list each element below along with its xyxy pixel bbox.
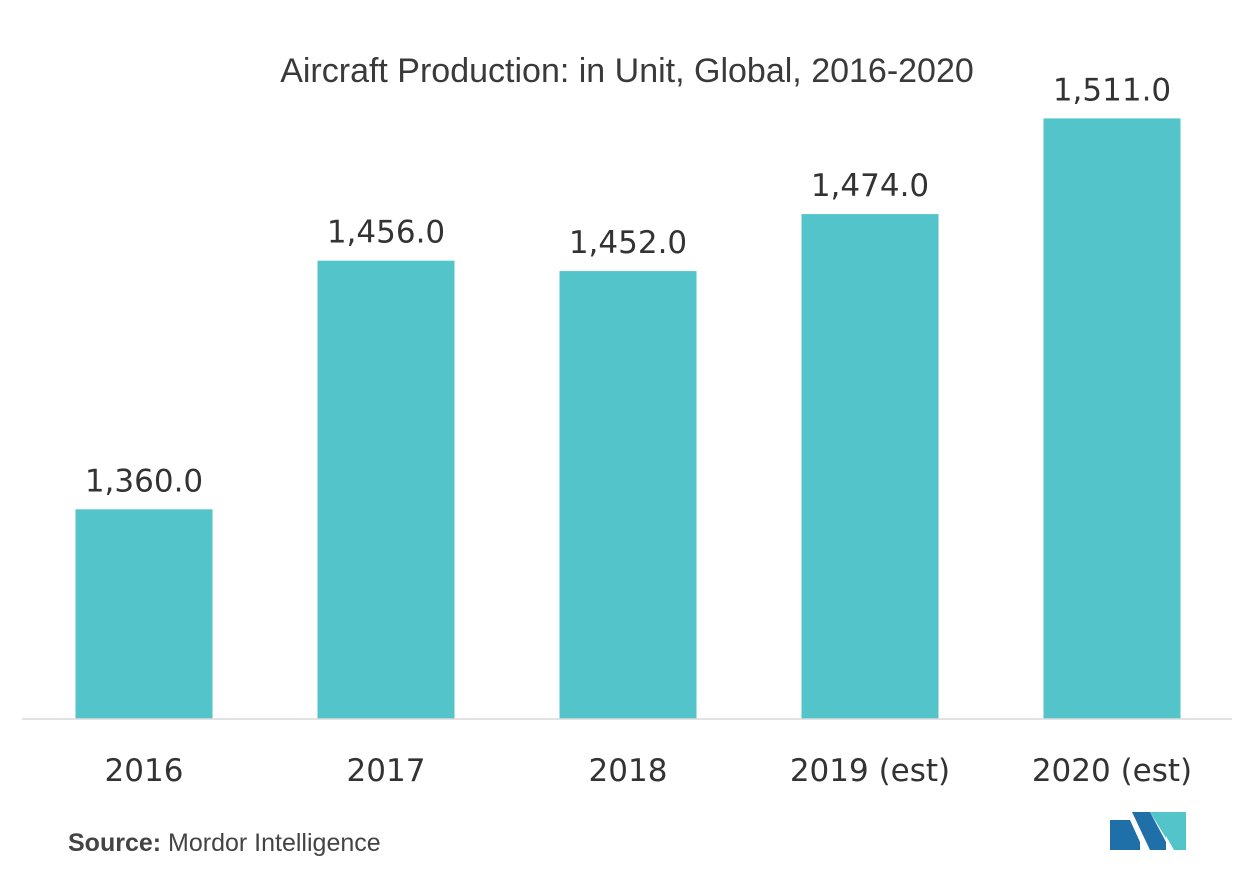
bar-value-label: 1,511.0 bbox=[1053, 72, 1171, 108]
bar-value-label: 1,360.0 bbox=[85, 463, 203, 499]
source-label: Source: bbox=[68, 829, 162, 857]
x-tick-label: 2019 (est) bbox=[790, 753, 950, 789]
source-note: Source: Mordor Intelligence bbox=[68, 829, 381, 858]
bar-2018 bbox=[559, 271, 697, 719]
bar-value-label: 1,452.0 bbox=[569, 225, 687, 261]
bar-value-label: 1,474.0 bbox=[811, 168, 929, 204]
x-tick-label: 2016 bbox=[105, 753, 184, 789]
bar-value-label: 1,456.0 bbox=[327, 215, 445, 251]
bar-2019-est bbox=[801, 214, 939, 719]
x-tick-label: 2020 (est) bbox=[1032, 753, 1192, 789]
x-tick-label: 2017 bbox=[347, 753, 426, 789]
bar-2016 bbox=[75, 509, 213, 719]
bar-2017 bbox=[317, 260, 455, 719]
x-tick-label: 2018 bbox=[589, 753, 668, 789]
bar-2020-est bbox=[1043, 118, 1181, 719]
bars-layer bbox=[75, 118, 1181, 719]
mordor-intelligence-logo-icon bbox=[1110, 812, 1186, 850]
source-text: Mordor Intelligence bbox=[168, 829, 381, 857]
labels-layer: 1,360.0 2016 1,456.0 2017 1,452.0 2018 1,474.0… bbox=[85, 72, 1192, 789]
chart-title: Aircraft Production: in Unit, Global, 20… bbox=[280, 52, 974, 90]
